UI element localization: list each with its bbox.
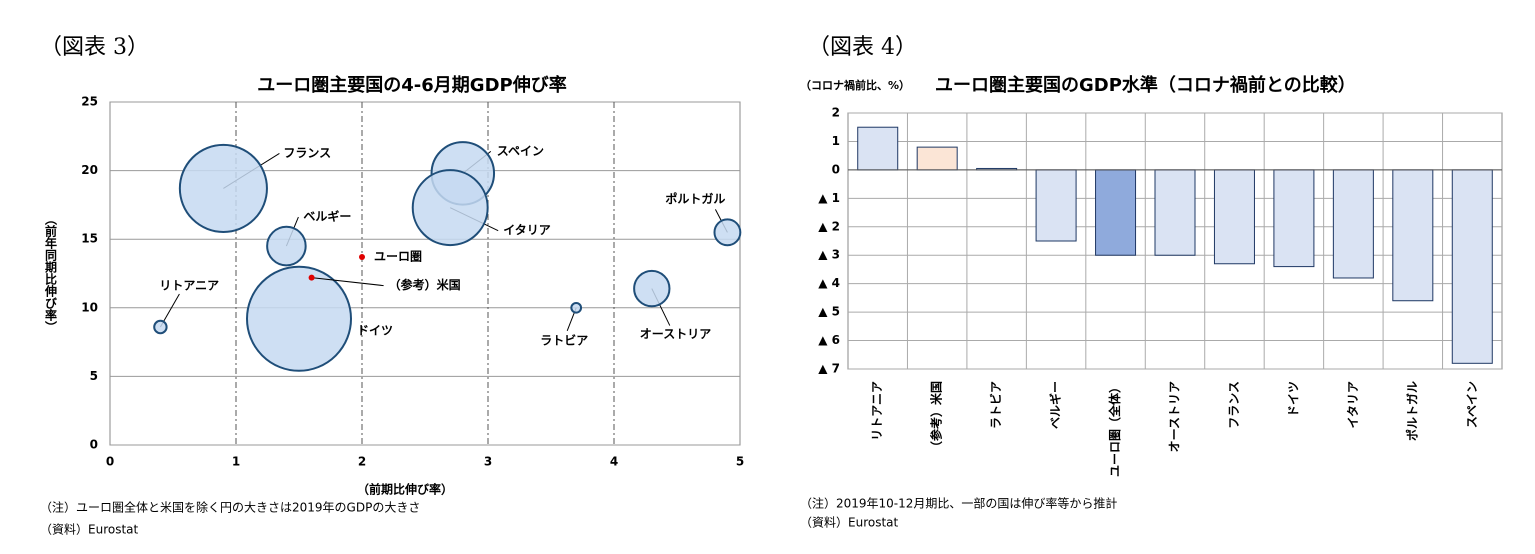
leader-line <box>311 277 384 287</box>
y-tick-label: ▲ 3 <box>818 248 840 262</box>
x-tick-label: ドイツ <box>1286 381 1300 417</box>
chart-title: ユーロ圏主要国のGDP水準（コロナ禍前との比較） <box>935 74 1356 96</box>
y-tick-label: 5 <box>90 369 98 383</box>
y-tick-label: ▲ 2 <box>818 219 840 233</box>
header: （図表 3） <box>40 35 149 60</box>
y-tick-label: 10 <box>81 300 98 314</box>
bubble <box>246 265 352 372</box>
bubble <box>570 301 583 314</box>
bar <box>857 126 899 171</box>
header: （図表 4） <box>808 35 917 60</box>
x-tick-label: 3 <box>484 455 492 469</box>
x-tick-label: イタリア <box>1346 381 1360 429</box>
bubble <box>178 143 268 233</box>
y-tick-label: 2 <box>832 106 840 120</box>
y-tick-label: 20 <box>81 163 98 177</box>
bubble <box>266 225 307 267</box>
bubble <box>153 319 168 335</box>
y-tick-label: ▲ 7 <box>818 362 840 376</box>
point-label: フランス <box>283 146 331 160</box>
bar <box>1451 169 1493 364</box>
x-tick-label: 2 <box>358 455 366 469</box>
bar <box>916 146 958 171</box>
x-tick-label: リトアニア <box>870 381 884 441</box>
y-tick-label: 0 <box>832 162 840 176</box>
point <box>308 274 315 281</box>
point-label: スペイン <box>497 144 544 158</box>
x-axis-label: （前期比伸び率） <box>357 482 453 497</box>
y-tick-label: 0 <box>90 438 98 452</box>
y-tick-label: ▲ 6 <box>818 333 840 347</box>
x-tick-label: 0 <box>106 455 114 469</box>
y-tick-label: ▲ 1 <box>818 191 840 205</box>
point-label: ユーロ圏 <box>374 250 422 264</box>
point-label: ベルギー <box>303 209 351 224</box>
bar <box>1095 169 1137 256</box>
y-tick-label: 15 <box>81 232 98 246</box>
bar <box>1273 169 1315 268</box>
note: （資料）Eurostat <box>800 516 899 530</box>
x-tick-label: ベルギー <box>1048 381 1063 429</box>
bar <box>1392 169 1434 302</box>
point-label: イタリア <box>503 223 551 237</box>
y-tick-label: ▲ 5 <box>818 305 840 319</box>
bar <box>1154 169 1196 256</box>
point-label: リトアニア <box>159 279 219 293</box>
x-tick-label: 5 <box>736 455 744 469</box>
unit-label: （コロナ禍前比、%） <box>800 78 910 92</box>
point-label: ラトビア <box>540 332 588 347</box>
x-tick-label: ポルトガル <box>1404 381 1419 441</box>
y-axis-label: （前年同期比伸び率） <box>44 213 58 333</box>
x-tick-label: 1 <box>232 455 240 469</box>
y-tick-label: 25 <box>81 95 98 109</box>
bubble <box>411 169 489 247</box>
x-tick-label: ユーロ圏（全体） <box>1107 381 1122 477</box>
x-tick-label: 4 <box>610 455 618 469</box>
note: （注）2019年10-12月期比、一部の国は伸び率等から推計 <box>800 496 1117 511</box>
bar <box>1332 169 1374 279</box>
x-tick-label: フランス <box>1227 381 1241 429</box>
point-label: ポルトガル <box>665 191 725 206</box>
bubble <box>713 218 742 247</box>
point <box>359 254 365 261</box>
bar <box>1213 169 1255 265</box>
x-tick-label: （参考）米国 <box>929 381 944 453</box>
x-tick-label: オーストリア <box>1168 381 1182 452</box>
point-label: オーストリア <box>640 327 711 341</box>
point-label: （参考）米国 <box>389 277 461 292</box>
chart-title: ユーロ圏主要国の4-6月期GDP伸び率 <box>257 74 566 96</box>
y-tick-label: 1 <box>832 134 840 148</box>
x-tick-label: スペイン <box>1465 381 1479 428</box>
x-tick-label: ラトビア <box>988 381 1003 429</box>
y-tick-label: ▲ 4 <box>818 276 840 290</box>
bubble <box>633 269 671 308</box>
bar <box>1035 169 1077 242</box>
point-label: ドイツ <box>357 323 393 337</box>
note: （資料）Eurostat <box>40 523 139 537</box>
note: （注）ユーロ圏全体と米国を除く円の大きさは2019年のGDPの大きさ <box>40 500 420 515</box>
